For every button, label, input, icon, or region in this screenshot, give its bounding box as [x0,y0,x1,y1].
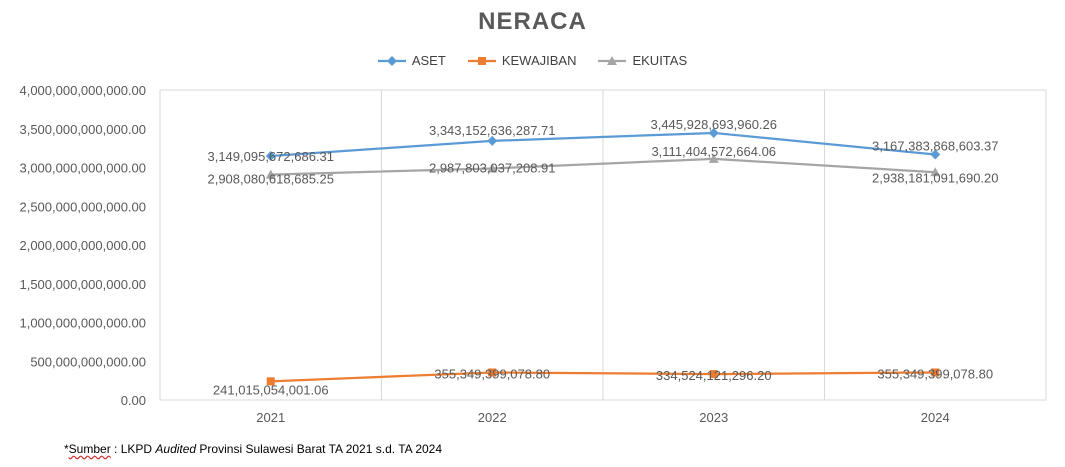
y-tick-label: 500,000,000,000.00 [30,354,146,369]
data-label: 3,445,928,693,960.26 [650,117,777,132]
data-label: 2,938,181,091,690.20 [872,170,999,185]
chart-title: NERACA [478,8,587,35]
footnote-prefix: * [64,442,69,456]
data-label: 241,015,054,001.06 [213,382,329,397]
x-tick-label: 2023 [699,410,728,425]
footnote-source-word: Sumber [68,442,111,456]
data-label: 2,908,080,618,685.25 [207,172,334,187]
y-tick-label: 4,000,000,000,000.00 [19,83,146,98]
data-point [607,55,618,65]
legend-entry: EKUITAS [598,53,687,68]
legend-label: EKUITAS [632,53,688,68]
x-tick-label: 2024 [921,410,950,425]
data-point [265,150,276,161]
y-tick-label: 2,500,000,000,000.00 [19,199,146,214]
y-tick-label: 3,000,000,000,000.00 [19,161,146,176]
footnote-audited: Audited [155,442,197,456]
x-tick-label: 2022 [478,410,507,425]
data-label: 355,349,399,078.80 [434,366,550,381]
footnote-middle: : LKPD [110,442,156,456]
data-point [708,153,719,163]
data-point [265,169,276,179]
data-label: 334,524,121,296.20 [656,368,772,383]
data-label: 3,149,095,672,686.31 [207,149,334,164]
legend-swatch [467,56,496,65]
series-line [270,131,936,158]
data-label: 2,987,803,037,208.91 [429,160,556,175]
data-point [708,127,719,138]
data-point [386,55,397,66]
y-tick-label: 1,000,000,000,000.00 [19,316,146,331]
x-tick-label: 2021 [256,410,285,425]
data-point [487,163,498,173]
legend-label: KEWAJIBAN [501,53,577,68]
y-tick-label: 3,500,000,000,000.00 [19,122,146,137]
data-label: 3,343,152,636,287.71 [429,123,556,138]
y-tick-label: 1,500,000,000,000.00 [19,277,146,292]
footnote: *Sumber : LKPD Audited Provinsi Sulawesi… [64,442,442,456]
legend-label: ASET [411,53,446,68]
legend: ASET KEWAJIBAN EKUITAS [0,53,1065,68]
data-label: 3,167,383,868,603.37 [872,139,999,154]
legend-swatch [377,55,406,66]
data-point [930,149,941,160]
data-point [477,56,486,65]
data-point [266,377,275,386]
data-point [930,167,941,177]
line-chart: 0.00 500,000,000,000.00 1,000,000,000,000.… [19,83,1047,425]
data-point [709,370,718,379]
data-label: 3,111,404,572,664.06 [651,144,776,159]
legend-entry: KEWAJIBAN [467,53,577,68]
y-tick-label: 2,000,000,000,000.00 [19,238,146,253]
footnote-suffix: Provinsi Sulawesi Barat TA 2021 s.d. TA … [196,442,443,456]
y-tick-label: 0.00 [121,393,146,408]
series-line [270,371,936,383]
series-line [270,157,936,176]
data-point [931,368,940,377]
data-point [487,135,498,146]
legend-entry: ASET [377,53,446,68]
data-point [488,368,497,377]
legend-swatch [598,55,627,65]
data-label: 355,349,399,078.80 [877,366,993,381]
